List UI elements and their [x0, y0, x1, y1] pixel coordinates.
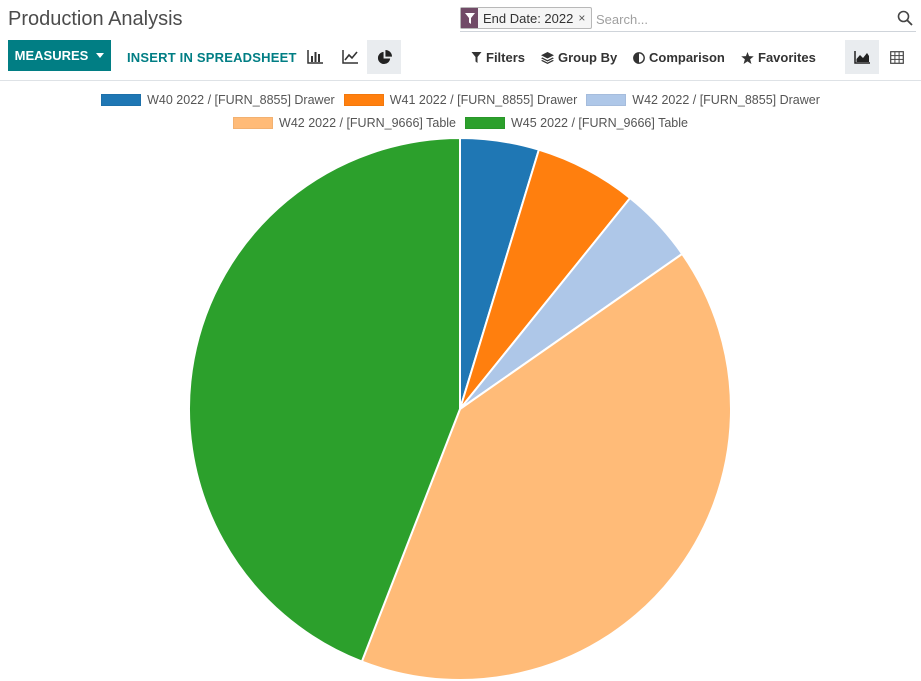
caret-down-icon: [96, 53, 105, 58]
filters-label: Filters: [486, 50, 526, 65]
legend-swatch: [233, 116, 274, 129]
bar-chart-button[interactable]: [298, 40, 332, 74]
legend-swatch: [465, 116, 505, 129]
filters-button[interactable]: Filters: [471, 50, 525, 65]
line-chart-button[interactable]: [333, 40, 367, 74]
measures-button[interactable]: MEASURES: [8, 40, 111, 71]
control-panel: Production Analysis End Date: 2022 × MEA…: [0, 0, 921, 81]
legend-swatch: [343, 93, 384, 106]
legend-item[interactable]: W42 2022 / [FURN_8855] Drawer: [586, 93, 820, 107]
legend-item[interactable]: W40 2022 / [FURN_8855] Drawer: [101, 93, 335, 107]
filter-facet[interactable]: End Date: 2022 ×: [460, 7, 593, 29]
legend-swatch: [101, 93, 142, 106]
pie-chart-button[interactable]: [367, 40, 401, 74]
pivot-view-button[interactable]: [880, 40, 914, 74]
pie-slice-4[interactable]: [188, 136, 461, 663]
pie-chart: [188, 136, 732, 681]
facet-remove-button[interactable]: ×: [578, 11, 586, 25]
filter-icon: [471, 52, 482, 63]
legend-row: W40 2022 / [FURN_8855] Drawer W41 2022 /…: [0, 88, 921, 111]
legend-label: W45 2022 / [FURN_9666] Table: [511, 115, 688, 130]
legend-item[interactable]: W45 2022 / [FURN_9666] Table: [465, 116, 688, 130]
line-chart-icon: [342, 50, 358, 64]
legend-item[interactable]: W41 2022 / [FURN_8855] Drawer: [343, 92, 578, 107]
insert-in-spreadsheet-button[interactable]: INSERT IN SPREADSHEET: [127, 50, 297, 65]
pie-chart-icon: [377, 49, 392, 64]
comparison-button[interactable]: Comparison: [633, 50, 725, 65]
legend-row: W42 2022 / [FURN_9666] Table W45 2022 / …: [0, 111, 921, 134]
chart-legend: W40 2022 / [FURN_8855] Drawer W41 2022 /…: [0, 88, 921, 134]
layers-icon: [541, 51, 554, 64]
legend-swatch: [586, 93, 627, 106]
graph-view-button[interactable]: [845, 40, 879, 74]
bar-chart-icon: [307, 50, 323, 64]
favorites-button[interactable]: Favorites: [741, 50, 816, 65]
search-input[interactable]: [596, 9, 886, 29]
legend-label: W40 2022 / [FURN_8855] Drawer: [147, 92, 335, 107]
measures-label: MEASURES: [14, 48, 89, 63]
filter-icon: [461, 8, 478, 28]
group-by-label: Group By: [558, 50, 618, 65]
group-by-button[interactable]: Group By: [541, 50, 617, 65]
legend-item[interactable]: W42 2022 / [FURN_9666] Table: [233, 116, 456, 130]
legend-label: W41 2022 / [FURN_8855] Drawer: [389, 92, 578, 107]
search-icon[interactable]: [896, 9, 914, 27]
table-icon: [890, 50, 904, 64]
pie-slice-3[interactable]: [360, 252, 732, 681]
comparison-label: Comparison: [649, 50, 725, 65]
favorites-label: Favorites: [758, 50, 816, 65]
legend-label: W42 2022 / [FURN_8855] Drawer: [632, 92, 820, 107]
search-bar: End Date: 2022 ×: [460, 6, 916, 32]
star-icon: [741, 51, 754, 64]
page-title: Production Analysis: [8, 8, 183, 30]
facet-label: End Date: 2022: [483, 10, 574, 26]
adjust-icon: [633, 51, 645, 64]
legend-label: W42 2022 / [FURN_9666] Table: [279, 115, 456, 130]
area-chart-icon: [854, 50, 870, 64]
